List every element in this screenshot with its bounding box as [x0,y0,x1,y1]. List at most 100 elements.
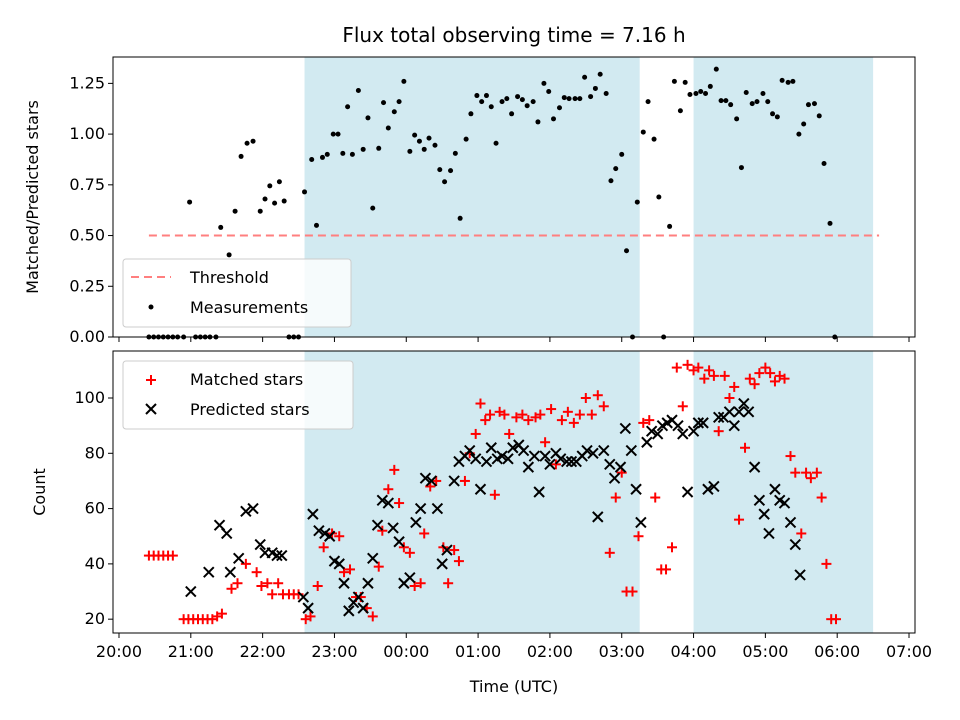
matched-star-point [765,368,776,379]
measurement-point [707,83,713,89]
ratio-plot-frame [112,56,916,338]
measurement-point [603,91,609,97]
marker-stroke [651,428,664,440]
x-tick-label: 21:00 [168,642,214,661]
predicted-star-point [502,453,514,465]
measurement-point [381,100,387,106]
marker-stroke [748,461,761,473]
count-plot-frame [112,350,916,634]
marker-stroke [232,552,245,565]
predicted-star-point [560,455,573,468]
marker-stroke [522,461,535,473]
marker-stroke [221,527,233,540]
measurement-point [396,99,402,105]
predicted-star-point [651,428,664,440]
measurement-point [257,208,263,214]
predicted-star-point [625,444,638,457]
measurement-point [319,154,325,160]
matched-star-point [744,373,755,384]
predicted-star-point [753,494,766,507]
measurement-point [698,88,704,94]
predicted-star-point [522,461,535,473]
marker-stroke [338,577,350,589]
marker-stroke [213,519,226,531]
marker-stroke [554,453,567,465]
matched-star-point [470,428,481,439]
measurement-point [515,94,521,100]
matched-star-point [367,611,378,622]
matched-star-point [693,362,704,373]
predicted-star-point [681,486,694,498]
marker-stroke [224,566,237,578]
predicted-star-point [619,422,632,435]
marker-stroke [697,417,709,429]
predicted-star-point [343,605,355,617]
measurement-point [682,79,688,85]
measurement-point [226,252,232,258]
marker-stroke [666,414,678,426]
legend-matched-swatch [146,375,156,385]
matched-star-point [489,489,500,500]
marker-stroke [362,577,374,589]
predicted-star-point [630,483,642,495]
measurement-point [541,80,547,86]
measurement-point [244,140,250,146]
measurement-point [645,99,651,105]
predicted-star-point [742,406,755,418]
predicted-star-point [517,444,530,457]
measurement-point [556,105,562,111]
marker-stroke [614,461,627,473]
measurement-point [734,116,740,122]
measurement-point [561,95,567,101]
marker-stroke [387,522,399,534]
predicted-star-point [436,558,448,570]
matched-star-point [312,581,323,591]
marker-stroke [414,502,427,515]
marker-stroke [496,450,508,462]
predicted-star-point [533,486,545,498]
marker-stroke [587,447,599,460]
legend-matched-label: Matched stars [190,370,303,389]
predicted-star-point [677,428,689,440]
matched-star-point [540,437,551,448]
measurement-point [713,66,719,72]
measurement-point [238,153,244,159]
matched-star-point [650,492,661,503]
x-tick-label: 02:00 [527,642,573,661]
marker-stroke [441,544,453,556]
marker-stroke [560,455,573,468]
matched-star-point [610,492,621,503]
marker-stroke [410,516,422,529]
marker-stroke [708,480,720,493]
measurement-point [330,131,336,137]
x-tick-label: 01:00 [455,642,501,661]
measurement-point [457,215,463,221]
marker-stroke [677,428,689,440]
marker-stroke [276,549,288,562]
x-tick-label: 20:00 [96,642,142,661]
measurement-point [785,79,791,85]
marker-stroke [352,591,365,603]
x-tick-label: 03:00 [599,642,645,661]
marker-stroke [393,536,405,548]
matched-star-point [431,475,442,486]
marker-stroke [592,511,604,523]
predicted-star-point [763,527,775,540]
predicted-star-point [539,450,551,462]
predicted-star-point [485,442,497,454]
marker-stroke [528,450,541,462]
marker-stroke [474,483,487,495]
predicted-star-point [587,447,599,460]
measurement-point [640,129,646,135]
measurement-point [535,119,541,125]
measurement-point [519,97,525,103]
matched-star-point [805,473,816,484]
predicted-star-point [371,519,384,531]
matched-star-point [273,578,284,589]
matched-star-point [485,409,496,420]
marker-stroke [672,419,684,432]
measurement-point [509,111,515,117]
marker-stroke [328,555,341,567]
marker-stroke [297,591,310,603]
